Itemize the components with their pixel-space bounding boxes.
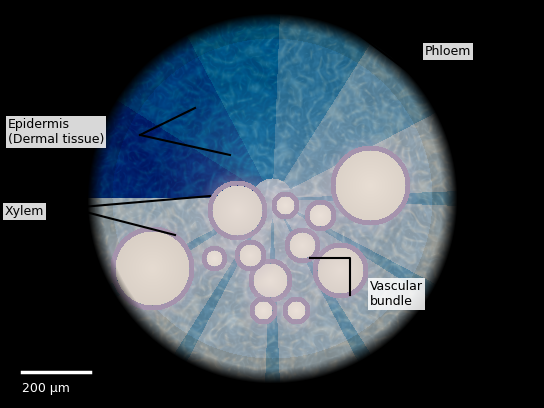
Text: Phloem: Phloem <box>425 45 471 58</box>
Text: Epidermis
(Dermal tissue): Epidermis (Dermal tissue) <box>8 118 104 146</box>
Text: Vascular
bundle: Vascular bundle <box>370 280 423 308</box>
Text: 200 μm: 200 μm <box>22 382 70 395</box>
Text: Xylem: Xylem <box>5 205 45 218</box>
